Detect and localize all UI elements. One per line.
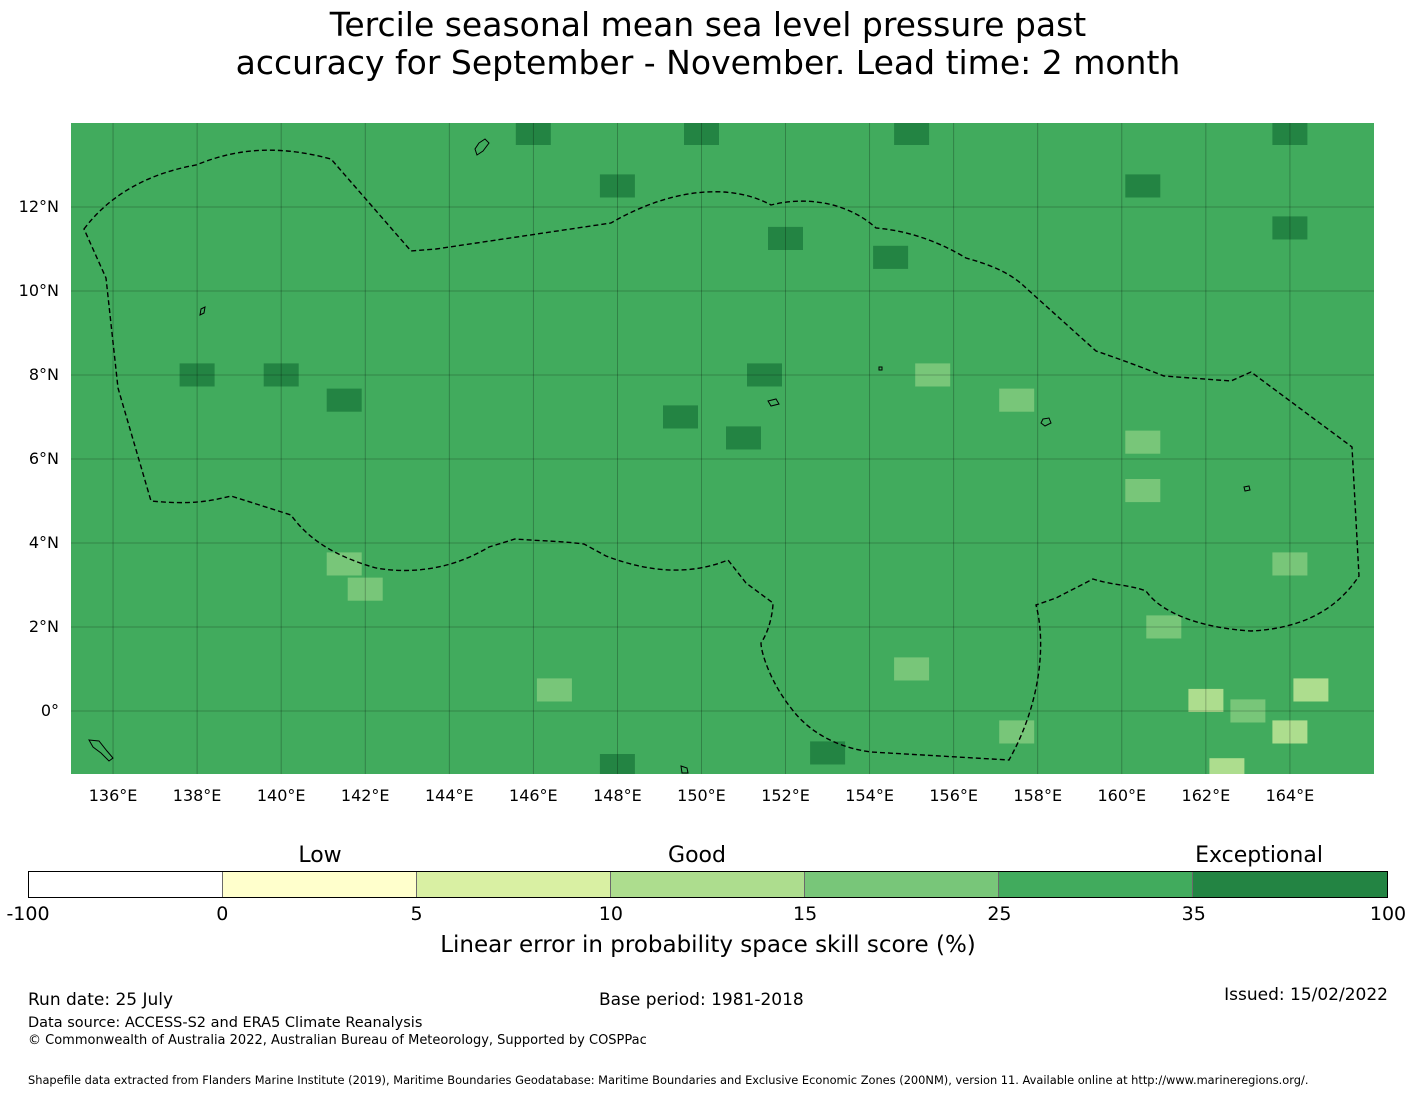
lat-tick-label: 12°N [18,197,59,216]
colorbar-tick-label: 35 [1181,903,1206,925]
colorbar-segment [29,872,223,897]
colorbar [28,871,1388,898]
guam-island [474,138,490,156]
colorbar-tick-label: 15 [793,903,818,925]
skill-cell [1209,758,1245,774]
lon-tick-label: 138°E [172,786,222,805]
skill-cell [1272,123,1308,145]
pohnpei-island [1040,417,1052,427]
colorbar-segment [999,872,1193,897]
skill-cell [810,741,846,765]
skill-cell [894,657,930,681]
title-line-1: Tercile seasonal mean sea level pressure… [329,5,1087,44]
lat-tick-label: 4°N [28,533,59,552]
lat-tick-label: 8°N [28,365,59,384]
lon-tick-label: 136°E [88,786,138,805]
skill-cell [1146,615,1182,639]
lon-tick-label: 148°E [593,786,642,805]
lon-tick-label: 160°E [1097,786,1147,805]
skill-cell [747,363,782,387]
island-small-2 [680,765,689,774]
lon-tick-label: 144°E [424,786,474,805]
run-date: Run date: 25 July [28,990,174,1010]
skill-cell [663,405,698,429]
lat-tick-label: 6°N [28,449,59,468]
skill-cells [179,123,1329,774]
lon-tick-label: 146°E [509,786,558,805]
skill-cell [999,388,1035,412]
skill-cell [326,552,362,576]
colorbar-segment [1193,872,1387,897]
skill-cell [999,720,1035,744]
title-line-2: accuracy for September - November. Lead … [235,43,1181,82]
colorbar-tick-label: 10 [598,903,623,925]
skill-cell [1125,479,1161,503]
lon-tick-label: 140°E [256,786,306,805]
colorbar-segment [805,872,999,897]
skill-cell [536,678,572,702]
lon-tick-label: 152°E [761,786,810,805]
island-small-1 [878,366,883,371]
skill-cell [347,577,383,601]
lon-tick-label: 164°E [1265,786,1315,805]
lat-tick-label: 2°N [28,617,59,636]
colorbar-segment [417,872,611,897]
skill-cell [263,363,299,387]
skill-cell [1188,688,1224,712]
skill-cell [894,123,930,145]
colorbar-label: Linear error in probability space skill … [440,932,976,958]
skill-cell [1293,678,1329,702]
colorbar-category-exceptional: Exceptional [1195,843,1323,868]
skill-cell [873,245,909,269]
colorbar-category-low: Low [298,843,342,868]
data-source: Data source: ACCESS-S2 and ERA5 Climate … [28,1015,423,1031]
lon-tick-label: 142°E [340,786,390,805]
lon-tick-label: 158°E [1013,786,1063,805]
map-gridlines [71,123,1374,774]
lon-tick-label: 150°E [677,786,726,805]
skill-cell [1272,720,1308,744]
eez-boundary [83,149,1360,761]
chuuk-island [767,398,780,407]
colorbar-tick-label: 25 [987,903,1012,925]
lon-tick-label: 162°E [1181,786,1231,805]
shapefile-credit: Shapefile data extracted from Flanders M… [28,1073,1309,1087]
lon-tick-label: 156°E [929,786,978,805]
kosrae-island [1243,485,1251,492]
colorbar-tick-label: -100 [6,903,50,925]
skill-cell [599,174,635,198]
skill-cell [915,363,951,387]
island-outlines [88,138,1251,774]
lon-tick-label: 154°E [845,786,894,805]
colorbar-tick-label: 100 [1369,903,1407,925]
copyright: © Commonwealth of Australia 2022, Austra… [28,1033,647,1048]
lat-tick-label: 0° [40,701,59,720]
skill-map [71,123,1374,774]
chart-title: Tercile seasonal mean sea level pressure… [0,6,1416,82]
skill-cell [1230,699,1266,723]
skill-cell [326,388,362,412]
skill-cell [684,123,719,145]
skill-cell [726,426,761,450]
skill-cell [599,754,635,774]
skill-cell [515,123,551,145]
skill-cell [768,226,803,250]
palau-island [88,739,114,762]
issued-date: Issued: 15/02/2022 [1224,985,1388,1005]
lat-tick-label: 10°N [18,281,59,300]
colorbar-segment [611,872,805,897]
skill-cell [1272,216,1308,240]
colorbar-tick-label: 0 [216,903,229,925]
map-canvas [71,123,1374,774]
yap-island [199,306,206,316]
skill-cell [1272,552,1308,576]
base-period: Base period: 1981-2018 [599,990,804,1010]
colorbar-segment [223,872,417,897]
colorbar-tick-label: 5 [410,903,423,925]
skill-cell [1125,174,1161,198]
skill-cell [1125,430,1161,454]
colorbar-category-good: Good [668,843,726,868]
skill-cell [179,363,215,387]
